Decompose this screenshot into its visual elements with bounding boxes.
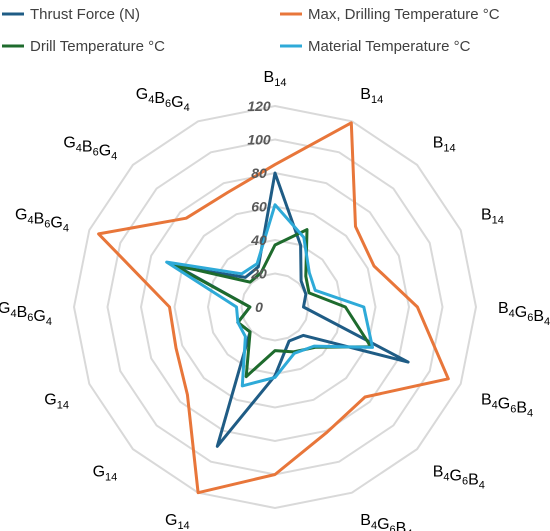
- series-line-3: [171, 228, 373, 379]
- legend-label: Drill Temperature °C: [30, 38, 165, 55]
- category-label: B14: [433, 134, 456, 154]
- tick-label: 20: [250, 266, 267, 282]
- category-label: G4B6G4: [63, 134, 117, 162]
- category-label: B14: [481, 207, 504, 227]
- grid-ring: [240, 272, 310, 342]
- legend-label: Material Temperature °C: [308, 38, 471, 55]
- category-label: B4G6B4: [498, 300, 550, 328]
- legend-label: Thrust Force (N): [30, 6, 140, 23]
- tick-label: 120: [247, 98, 271, 114]
- tick-label: 40: [250, 232, 267, 248]
- category-labels: B14 B14 B14 B14 B4G6B4 B4G6B4 B4G6B4 B4G6B4 G14 G…: [0, 69, 550, 531]
- category-label: B14: [360, 86, 383, 106]
- series-line-4: [165, 203, 374, 388]
- category-label: G14: [165, 512, 190, 531]
- category-label: B4G6B4: [360, 512, 412, 531]
- series-line-2: [97, 121, 450, 495]
- tick-label: 100: [247, 132, 271, 148]
- series-line-1: [176, 171, 410, 448]
- series-lines: [97, 121, 450, 495]
- category-label: G14: [93, 464, 118, 484]
- category-label: G4B6G4: [136, 86, 190, 114]
- legend-item: Drill Temperature °C: [2, 38, 165, 55]
- category-label: B4G6B4: [433, 464, 485, 492]
- grid-ring: [173, 205, 377, 409]
- category-label: B4G6B4: [481, 391, 533, 419]
- category-label: G14: [263, 529, 288, 531]
- legend-item: Material Temperature °C: [280, 38, 471, 55]
- tick-label: 80: [251, 165, 267, 181]
- category-label: G4B6G4: [0, 300, 52, 328]
- legend-item: Max, Drilling Temperature °C: [280, 6, 500, 23]
- legend-item: Thrust Force (N): [2, 6, 140, 23]
- legend-label: Max, Drilling Temperature °C: [308, 6, 500, 23]
- radial-tick-labels: 0 20 40 60 80 100 120: [247, 98, 271, 315]
- legend: Thrust Force (N) Max, Drilling Temperatur…: [2, 6, 500, 55]
- grid-ring: [206, 238, 344, 376]
- category-label: B14: [264, 69, 287, 89]
- tick-label: 0: [255, 299, 263, 315]
- grid-ring: [139, 171, 411, 443]
- category-label: G14: [44, 391, 69, 411]
- category-label: G4B6G4: [15, 207, 69, 235]
- grid-ring: [72, 104, 478, 510]
- tick-label: 60: [251, 199, 267, 215]
- grid-ring: [106, 138, 444, 476]
